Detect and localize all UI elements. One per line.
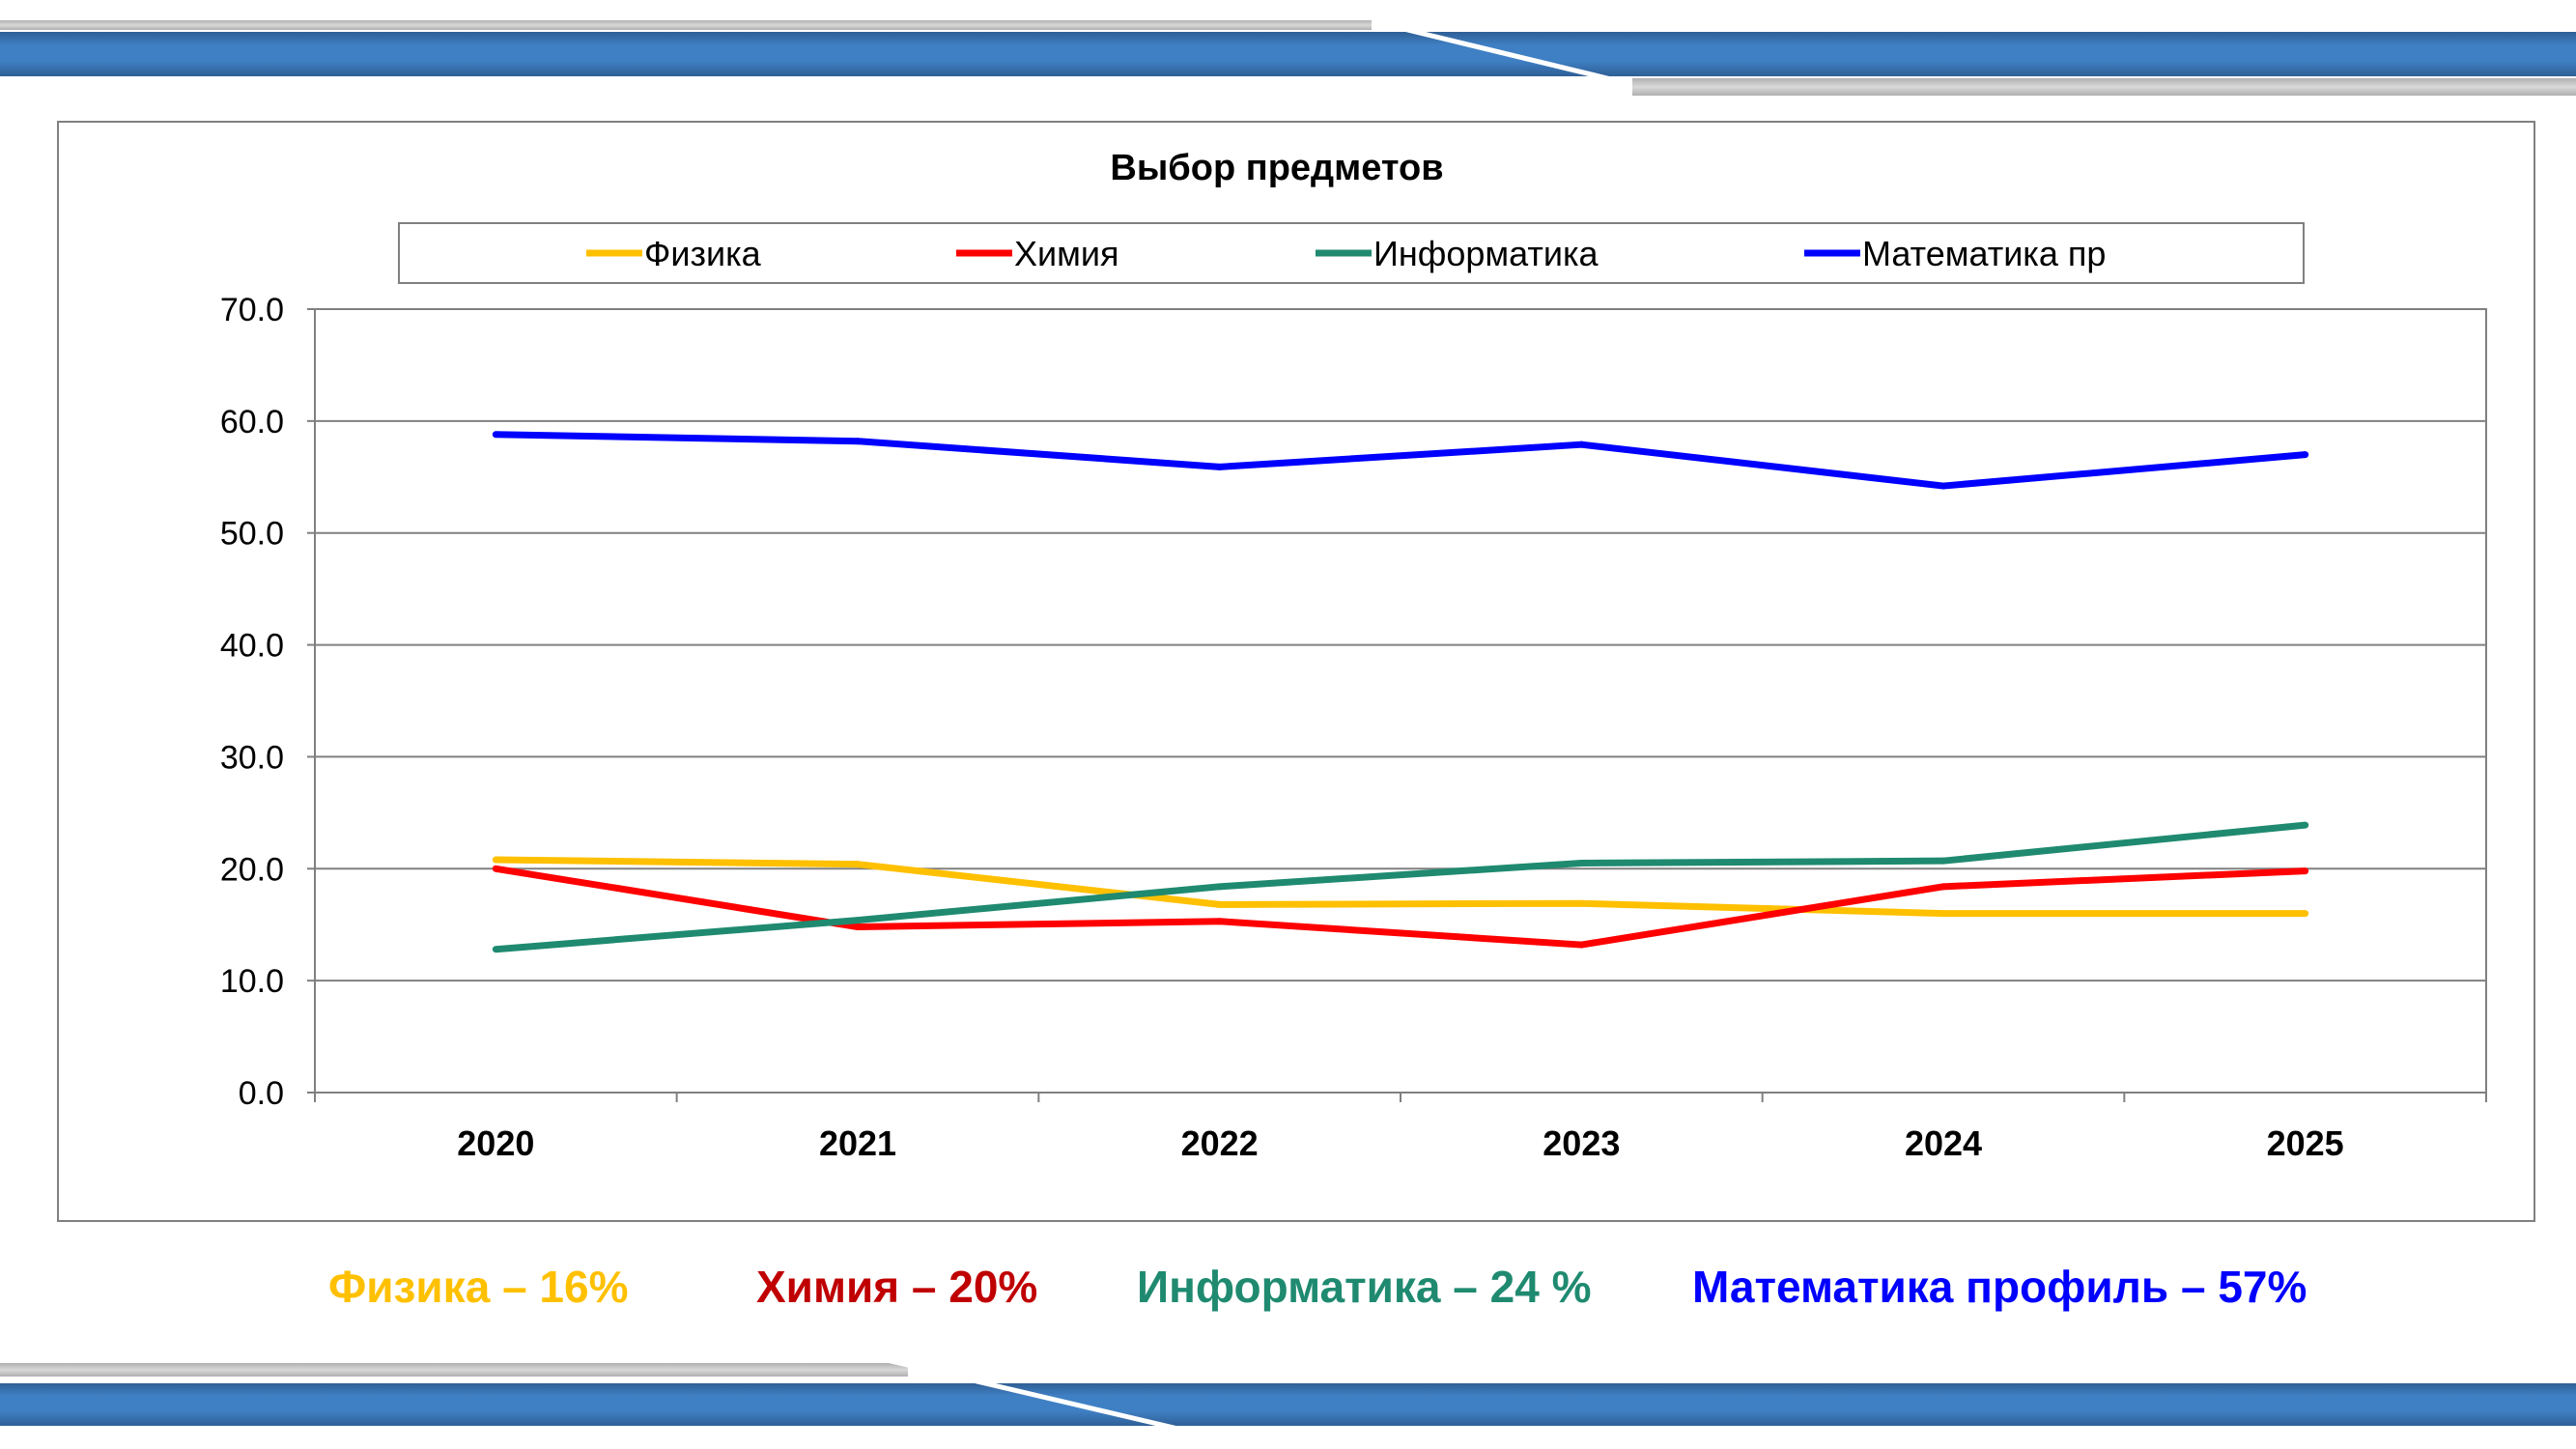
legend-label: Физика [644, 234, 762, 273]
legend-label: Математика пр [1862, 234, 2106, 273]
data-point [1939, 482, 1947, 490]
data-point [1939, 883, 1947, 891]
data-point [2302, 867, 2309, 875]
y-tick-label: 20.0 [220, 851, 284, 888]
x-tick-label: 2024 [1905, 1123, 1982, 1163]
data-point [1216, 900, 1224, 908]
data-point [854, 861, 862, 868]
data-point [1216, 918, 1224, 925]
x-tick-label: 2021 [819, 1123, 896, 1163]
data-point [2302, 910, 2309, 918]
data-point [854, 917, 862, 924]
top-gray-strip [0, 20, 1372, 30]
data-point [492, 865, 499, 872]
data-point [1939, 857, 1947, 865]
data-point [1216, 463, 1224, 470]
data-point [492, 431, 499, 439]
y-tick-label: 10.0 [220, 963, 284, 1000]
chart-title: Выбор предметов [1110, 148, 1443, 188]
data-point [1577, 859, 1585, 867]
summary-chemistry: Химия – 20% [756, 1262, 1038, 1312]
y-tick-label: 40.0 [220, 628, 284, 665]
legend-label: Химия [1014, 234, 1118, 273]
y-tick-label: 30.0 [220, 739, 284, 776]
series-line-3 [495, 431, 2306, 490]
data-point [1577, 941, 1585, 949]
summary-informatics: Информатика – 24 % [1137, 1262, 1592, 1312]
bottom-gray-strip [0, 1363, 908, 1377]
data-point [854, 923, 862, 931]
y-tick-label: 0.0 [239, 1075, 284, 1112]
data-point [1577, 440, 1585, 448]
data-point [1939, 910, 1947, 918]
x-tick-label: 2025 [2267, 1123, 2344, 1163]
data-point [2302, 451, 2309, 459]
data-point [492, 946, 499, 953]
y-tick-label: 70.0 [220, 292, 284, 328]
summary-physics: Физика – 16% [328, 1262, 629, 1312]
bottom-blue-band [0, 1383, 2576, 1426]
x-tick-label: 2023 [1543, 1123, 1620, 1163]
legend-label: Информатика [1373, 234, 1599, 273]
data-point [1216, 883, 1224, 891]
data-point [2302, 821, 2309, 829]
data-point [1577, 899, 1585, 907]
summary-math: Математика профиль – 57% [1692, 1262, 2307, 1312]
y-tick-label: 50.0 [220, 516, 284, 553]
top-blue-band [0, 32, 2576, 76]
series-line-0 [495, 856, 2306, 918]
series-line-1 [495, 865, 2306, 949]
x-tick-label: 2022 [1181, 1123, 1259, 1163]
top-right-gray-strip [1632, 78, 2576, 96]
y-tick-label: 60.0 [220, 404, 284, 440]
data-point [854, 438, 862, 445]
chart-frame [57, 121, 2535, 1222]
data-point [492, 856, 499, 864]
x-tick-label: 2020 [457, 1123, 534, 1163]
series-line-2 [495, 821, 2307, 953]
